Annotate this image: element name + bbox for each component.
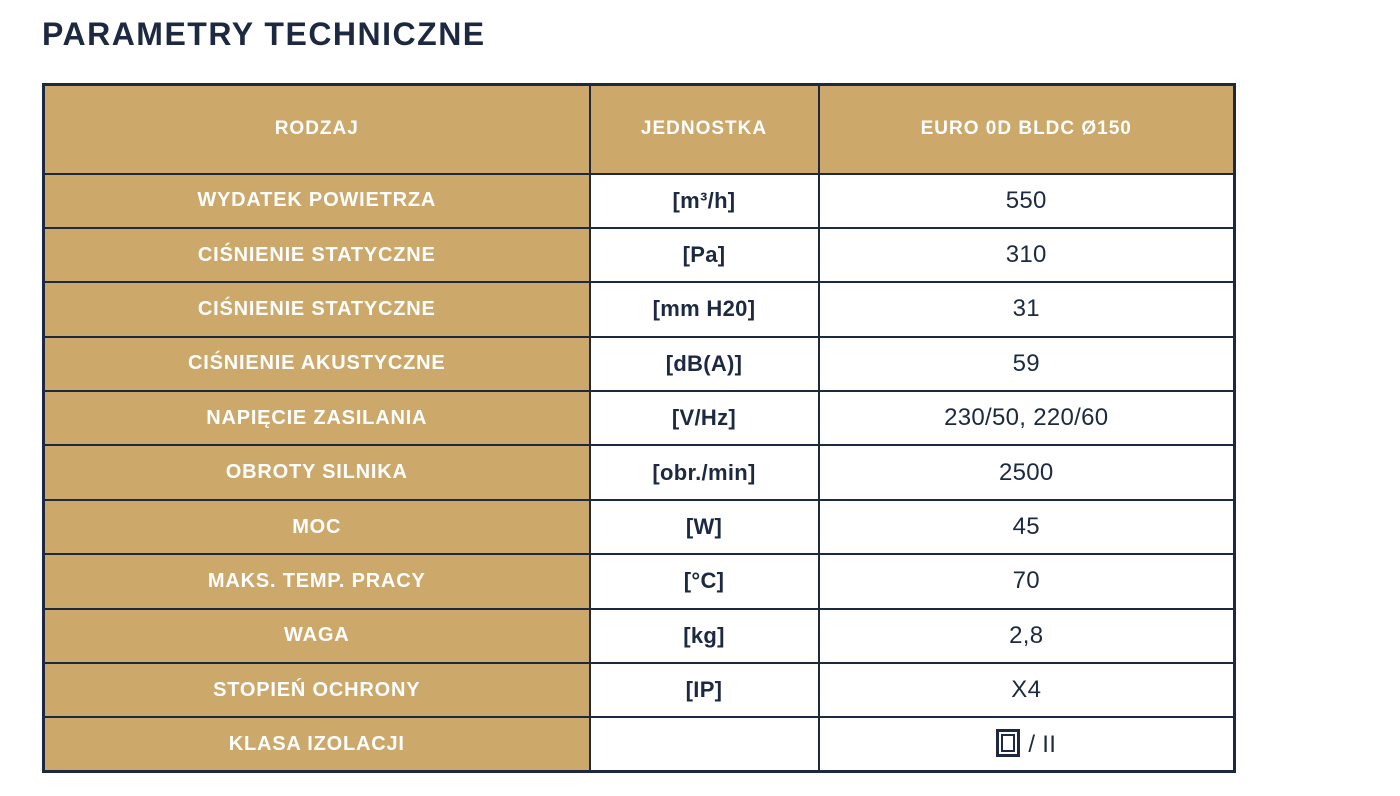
row-unit: [IP] [588, 662, 820, 719]
row-unit: [dB(A)] [588, 335, 820, 393]
row-label: MAKS. TEMP. PRACY [42, 553, 591, 610]
table-row: STOPIEŃ OCHRONY [IP] X4 [42, 662, 1236, 719]
row-value: 230/50, 220/60 [817, 390, 1236, 447]
row-label: WAGA [42, 607, 591, 665]
row-unit: [obr./min] [588, 444, 820, 501]
row-unit: [kg] [588, 607, 820, 665]
row-label: NAPIĘCIE ZASILANIA [42, 390, 591, 447]
header-model: EURO 0D BLDC Ø150 [817, 83, 1236, 175]
row-label: KLASA IZOLACJI [42, 716, 591, 773]
page-title: PARAMETRY TECHNICZNE [42, 16, 486, 52]
row-label: CIŚNIENIE AKUSTYCZNE [42, 335, 591, 393]
table-row: CIŚNIENIE STATYCZNE [mm H20] 31 [42, 281, 1236, 338]
row-label: MOC [42, 498, 591, 556]
row-value: 550 [817, 172, 1236, 229]
header-rodzaj: RODZAJ [42, 83, 591, 175]
table-row: CIŚNIENIE STATYCZNE [Pa] 310 [42, 226, 1236, 284]
row-label: WYDATEK POWIETRZA [42, 172, 591, 229]
row-value: 70 [817, 553, 1236, 610]
table-row: OBROTY SILNIKA [obr./min] 2500 [42, 444, 1236, 501]
table-row: MAKS. TEMP. PRACY [°C] 70 [42, 553, 1236, 610]
row-value: 31 [817, 281, 1236, 338]
row-unit [588, 716, 820, 773]
table-row: NAPIĘCIE ZASILANIA [V/Hz] 230/50, 220/60 [42, 390, 1236, 447]
row-label: STOPIEŃ OCHRONY [42, 662, 591, 719]
row-value: X4 [817, 662, 1236, 719]
row-unit: [V/Hz] [588, 390, 820, 447]
technical-parameters-table: RODZAJ JEDNOSTKA EURO 0D BLDC Ø150 WYDAT… [42, 83, 1236, 774]
row-value: 310 [817, 226, 1236, 284]
row-value: / II [817, 716, 1236, 773]
header-jednostka: JEDNOSTKA [588, 83, 820, 175]
table-row: WAGA [kg] 2,8 [42, 607, 1236, 665]
class-ii-insulation-icon [996, 728, 1021, 757]
row-label: CIŚNIENIE STATYCZNE [42, 226, 591, 284]
row-value: 2,8 [817, 607, 1236, 665]
row-unit: [°C] [588, 553, 820, 610]
insulation-class-text: / II [1028, 730, 1057, 758]
row-value: 45 [817, 498, 1236, 556]
row-unit: [W] [588, 498, 820, 556]
row-unit: [m³/h] [588, 172, 820, 229]
row-label: OBROTY SILNIKA [42, 444, 591, 501]
row-value: 2500 [817, 444, 1236, 501]
row-label: CIŚNIENIE STATYCZNE [42, 281, 591, 338]
table-row: WYDATEK POWIETRZA [m³/h] 550 [42, 172, 1236, 229]
table-row: CIŚNIENIE AKUSTYCZNE [dB(A)] 59 [42, 335, 1236, 393]
table-row: KLASA IZOLACJI / II [42, 716, 1236, 773]
table-row: MOC [W] 45 [42, 498, 1236, 556]
row-unit: [mm H20] [588, 281, 820, 338]
table-header-row: RODZAJ JEDNOSTKA EURO 0D BLDC Ø150 [42, 83, 1236, 175]
row-unit: [Pa] [588, 226, 820, 284]
row-value: 59 [817, 335, 1236, 393]
